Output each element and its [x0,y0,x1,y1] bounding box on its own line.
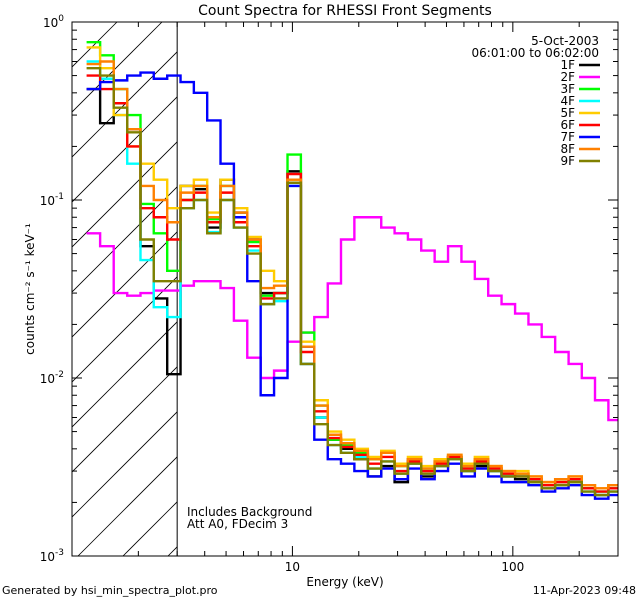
series-8f-line [86,60,618,490]
background-hatch-region [72,22,177,556]
series-layer [86,41,618,500]
y-tick-label: 10-3 [40,548,64,564]
series-9f-line [86,67,618,497]
legend-label-9f: 9F [560,154,575,168]
hatch-line [77,456,177,556]
legend-label-8f: 8F [560,142,575,156]
y-tick-label: 10-1 [40,192,64,208]
legend-label-1f: 1F [560,58,575,72]
legend-label-2f: 2F [560,70,575,84]
footer-timestamp: 11-Apr-2023 09:48 [533,584,636,597]
hatch-line [72,22,163,113]
time-range-label: 06:01:00 to 06:02:00 [472,46,599,60]
series-7f-line [86,71,618,500]
hatch-line [72,186,177,293]
y-tick-label: 100 [43,14,64,30]
date-label: 5-Oct-2003 [531,34,599,48]
x-axis-label: Energy (keV) [306,575,383,589]
legend-label-7f: 7F [560,130,575,144]
x-tick-label: 10 [285,560,300,574]
annotation-attenuator: Att A0, FDecim 3 [187,517,288,531]
hatch-line [72,51,177,158]
legend-label-3f: 3F [560,82,575,96]
y-axis-label: counts cm⁻² s⁻¹ keV⁻¹ [23,223,37,355]
hatch-line [72,96,177,203]
series-1f-line [86,87,618,497]
hatch-line [72,141,177,248]
hatch-line [72,366,177,473]
hatch-line [72,411,177,518]
axis-layer: 10 100 10-3 10-2 10-1 100 [40,14,619,574]
hatch-line [72,276,177,383]
annotation-background: Includes Background [187,505,312,519]
series-6f-line [86,74,618,493]
legend-label-6f: 6F [560,118,575,132]
footer-generated-by: Generated by hsi_min_spectra_plot.pro [2,584,218,597]
x-tick-label: 100 [501,560,524,574]
legend-label-5f: 5F [560,106,575,120]
chart-title: Count Spectra for RHESSI Front Segments [198,3,492,19]
plot-frame [71,21,619,557]
legend-label-4f: 4F [560,94,575,108]
series-3f-line [86,41,618,493]
series-4f-line [86,60,618,497]
y-tick-label: 10-2 [40,370,64,386]
hatch-line [72,231,177,338]
